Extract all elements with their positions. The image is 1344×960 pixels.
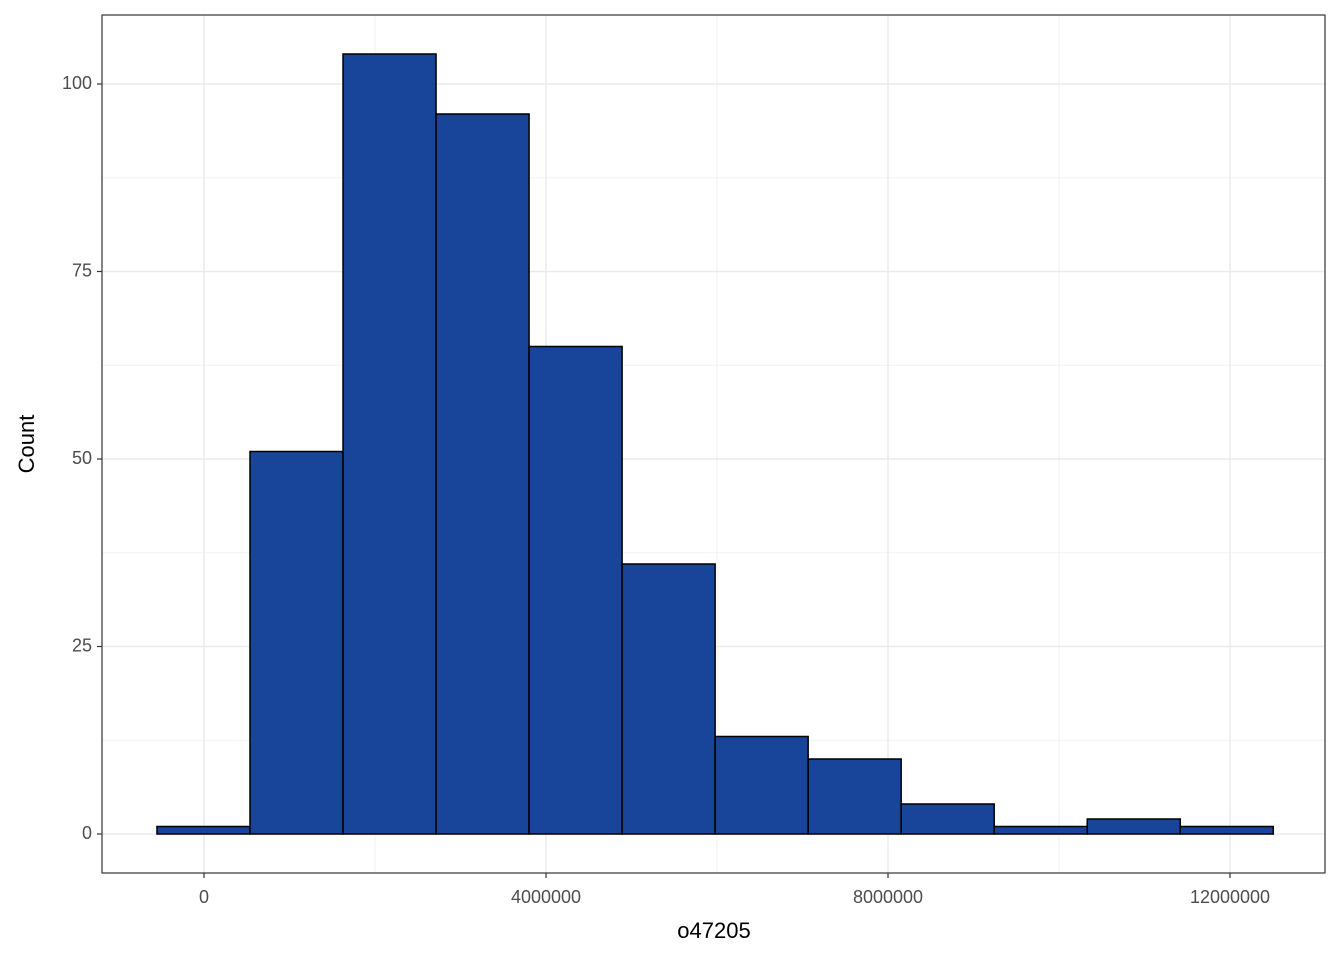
bar	[1086, 818, 1181, 835]
y-tick-label: 50	[72, 448, 92, 468]
y-tick-label: 0	[82, 823, 92, 843]
bar	[249, 450, 344, 835]
x-axis-title: o47205	[677, 918, 750, 943]
y-tick-label: 25	[72, 635, 92, 655]
x-tick-label: 12000000	[1190, 887, 1270, 907]
bar	[435, 113, 530, 835]
x-tick-label: 0	[199, 887, 209, 907]
bars	[156, 53, 1275, 835]
y-tick-label: 100	[62, 73, 92, 93]
x-tick-label: 8000000	[853, 887, 923, 907]
y-tick-label: 75	[72, 260, 92, 280]
bar	[993, 825, 1088, 835]
bar	[714, 735, 809, 835]
bar	[1179, 825, 1275, 835]
y-axis-title: Count	[14, 415, 39, 474]
bar	[900, 803, 995, 835]
bar	[807, 758, 902, 835]
bar	[528, 345, 623, 835]
ticks: 0 25 50 75 100 0 4000000 8000000 12000000	[62, 73, 1270, 907]
panel-border	[101, 14, 1326, 874]
bar	[342, 53, 437, 835]
x-tick-label: 4000000	[511, 887, 581, 907]
bar	[621, 563, 716, 835]
bar	[156, 825, 251, 835]
